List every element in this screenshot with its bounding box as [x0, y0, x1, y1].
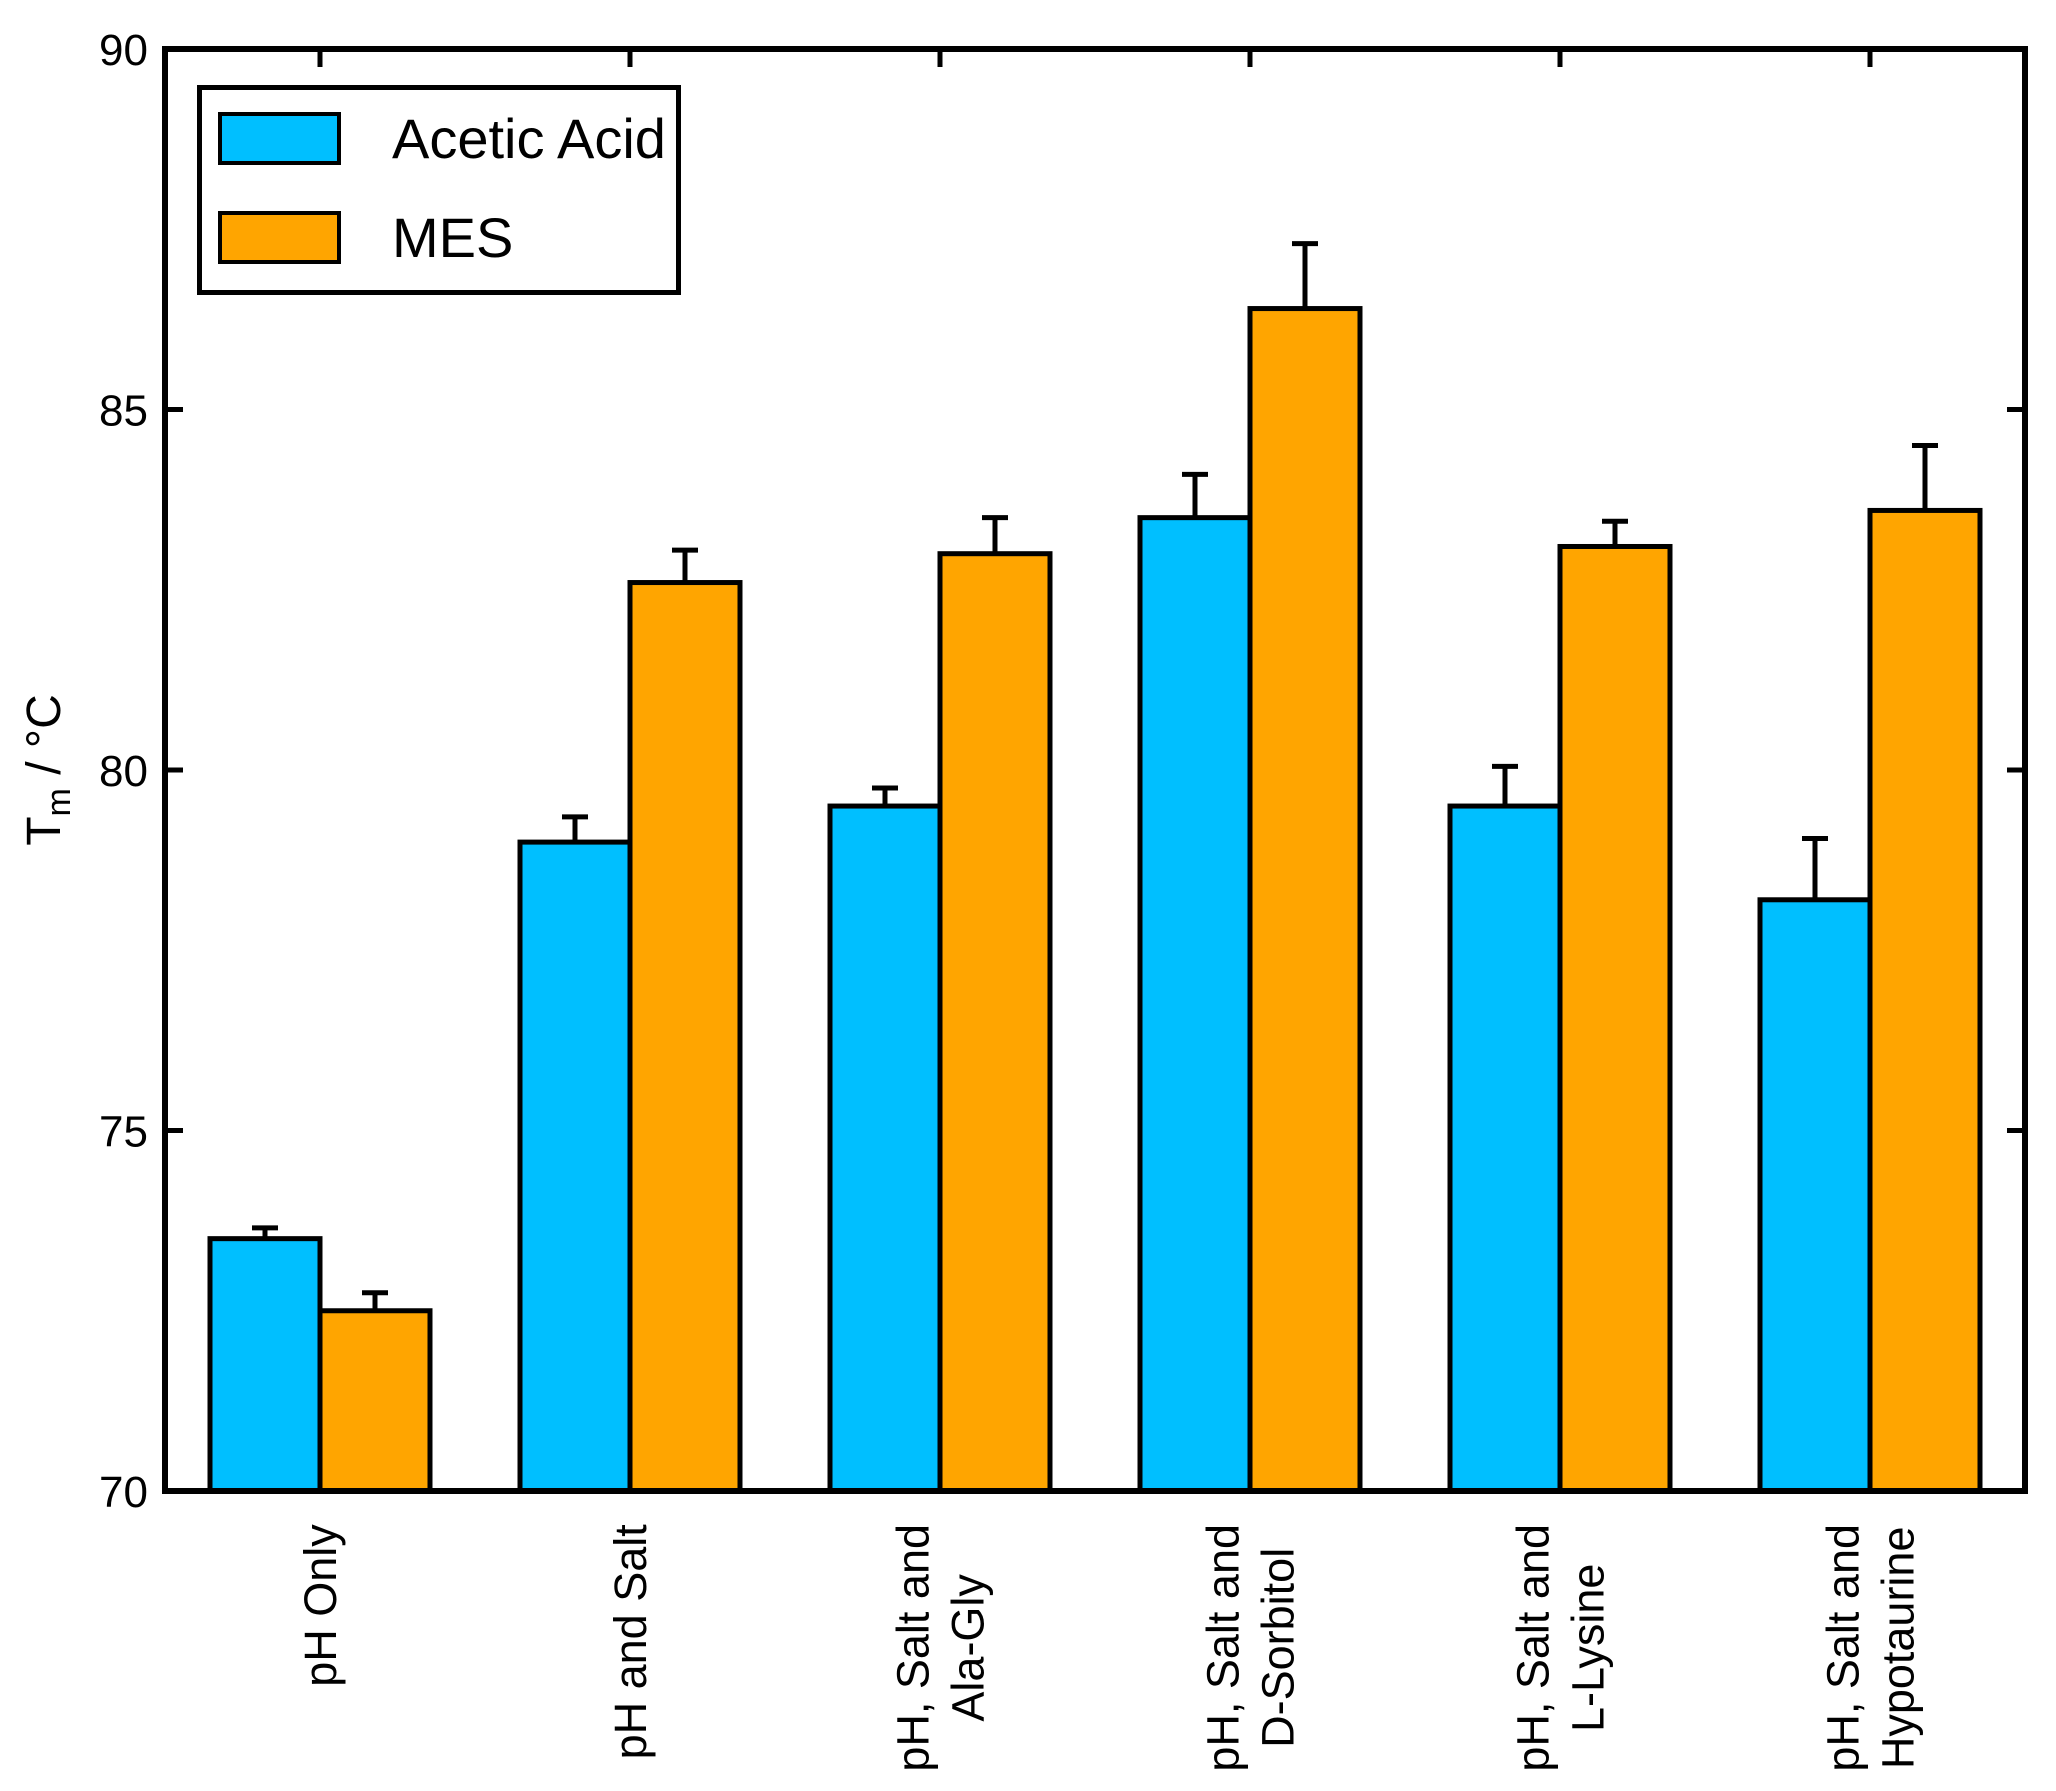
y-tick-label-90: 90 [99, 26, 148, 75]
legend: Acetic Acid MES [197, 85, 681, 295]
x-tick-label-2: pH, Salt andAla-Gly [888, 1524, 994, 1772]
y-tick-label-70: 70 [99, 1468, 148, 1517]
svg-text:pH and Salt: pH and Salt [605, 1524, 656, 1760]
bar-mes-2 [937, 551, 1053, 1494]
bar-mes-4 [1557, 543, 1673, 1494]
legend-item-mes: MES [218, 205, 514, 269]
svg-text:pH, Salt andHypotaurine: pH, Salt andHypotaurine [1818, 1524, 1924, 1772]
bar-mes-0 [317, 1308, 433, 1494]
svg-text:Tm / °C: Tm / °C [18, 694, 78, 846]
x-tick-label-0: pH Only [295, 1524, 346, 1687]
legend-label-mes: MES [392, 205, 514, 269]
y-tick-label-85: 85 [99, 387, 148, 436]
y-axis-label: Tm / °C [18, 694, 78, 846]
legend-swatch-acetic-acid [218, 112, 341, 165]
bar-acetic-acid-5 [1757, 897, 1873, 1494]
bar-acetic-acid-4 [1447, 803, 1563, 1494]
y-tick-label-75: 75 [99, 1108, 148, 1157]
bar-mes-3 [1247, 306, 1363, 1494]
legend-item-acetic-acid: Acetic Acid [218, 106, 666, 170]
x-tick-label-3: pH, Salt andD-Sorbitol [1198, 1524, 1304, 1772]
legend-label-acetic-acid: Acetic Acid [392, 106, 666, 170]
svg-text:pH, Salt andAla-Gly: pH, Salt andAla-Gly [888, 1524, 994, 1772]
bar-acetic-acid-2 [827, 803, 943, 1494]
bar-acetic-acid-0 [207, 1236, 323, 1494]
y-tick-label-80: 80 [99, 747, 148, 796]
bar-mes-5 [1867, 507, 1983, 1494]
svg-text:pH Only: pH Only [295, 1524, 346, 1687]
x-tick-label-1: pH and Salt [605, 1524, 656, 1760]
svg-text:pH, Salt andL-Lysine: pH, Salt andL-Lysine [1508, 1524, 1614, 1772]
bar-acetic-acid-1 [517, 839, 633, 1494]
x-tick-label-4: pH, Salt andL-Lysine [1508, 1524, 1614, 1772]
bar-acetic-acid-3 [1137, 515, 1253, 1494]
legend-swatch-mes [218, 211, 341, 264]
x-tick-label-5: pH, Salt andHypotaurine [1818, 1524, 1924, 1772]
svg-text:pH, Salt andD-Sorbitol: pH, Salt andD-Sorbitol [1198, 1524, 1304, 1772]
bar-mes-1 [627, 580, 743, 1494]
